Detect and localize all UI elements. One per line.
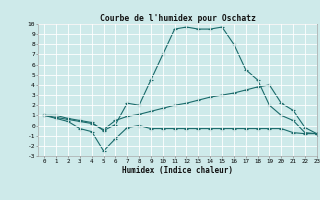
X-axis label: Humidex (Indice chaleur): Humidex (Indice chaleur) bbox=[122, 166, 233, 175]
Title: Courbe de l'humidex pour Oschatz: Courbe de l'humidex pour Oschatz bbox=[100, 14, 256, 23]
